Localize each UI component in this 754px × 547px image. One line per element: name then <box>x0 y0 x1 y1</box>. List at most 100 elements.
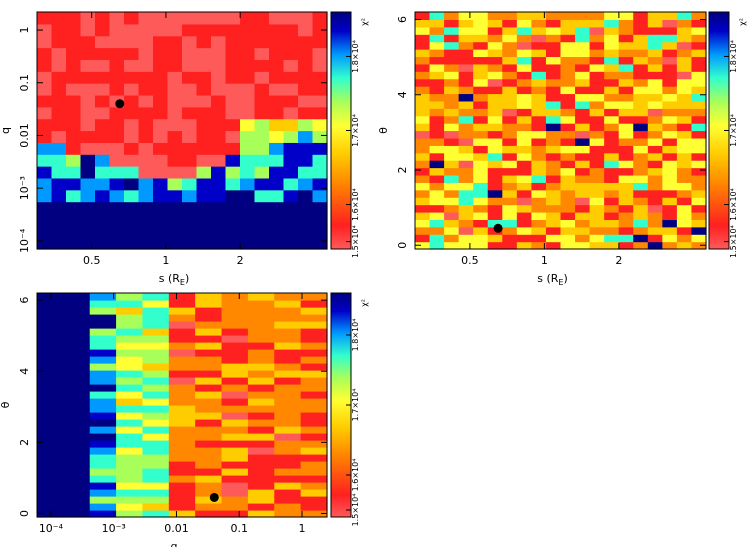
heatmap-cell <box>138 166 154 179</box>
heatmap-cell <box>429 56 445 65</box>
heatmap-cell <box>560 49 576 58</box>
heatmap-cell <box>168 300 196 308</box>
heatmap-cell <box>37 201 53 215</box>
heatmap-cell <box>618 93 634 102</box>
heatmap-cell <box>473 234 489 243</box>
heatmap-cell <box>458 108 474 117</box>
heatmap-cell <box>545 19 562 28</box>
heatmap-cell <box>80 201 96 215</box>
heatmap-cell <box>575 137 591 146</box>
heatmap-cell <box>300 468 328 476</box>
heatmap-cell <box>168 356 196 364</box>
heatmap-cell <box>589 234 605 243</box>
heatmap-cell <box>298 35 314 49</box>
heatmap-cell <box>240 23 256 37</box>
plot-frame <box>36 11 328 250</box>
heatmap-cell <box>473 219 489 228</box>
heatmap-cell <box>662 145 678 154</box>
heatmap-cell <box>63 363 91 371</box>
heatmap-cell <box>153 213 169 226</box>
heatmap-cell <box>63 475 91 483</box>
heatmap-cell <box>138 189 154 203</box>
heatmap-cell <box>274 510 302 518</box>
heatmap-cell <box>516 34 532 43</box>
heatmap-cell <box>274 454 302 462</box>
x-axis-label-close: ) <box>563 272 567 285</box>
heatmap-cell <box>195 496 223 504</box>
heatmap-cell <box>415 226 431 235</box>
heatmap-cell <box>545 34 562 43</box>
heatmap-cell <box>531 41 547 50</box>
heatmap-cell <box>254 47 270 60</box>
heatmap-cell <box>618 234 634 243</box>
heatmap-cell <box>312 177 328 191</box>
heatmap-cell <box>247 475 275 483</box>
heatmap-cell <box>560 34 576 43</box>
heatmap-cell <box>604 26 620 35</box>
heatmap-cell <box>269 142 285 155</box>
heatmap-cell <box>124 47 140 60</box>
heatmap-cell <box>167 23 183 37</box>
heatmap-cell <box>575 26 591 35</box>
heatmap-cell <box>124 106 140 120</box>
heatmap-cell <box>283 237 299 250</box>
heatmap-cell <box>487 152 503 161</box>
heatmap-cell <box>502 86 518 95</box>
heatmap-cell <box>531 71 547 80</box>
heatmap-cell <box>182 118 198 132</box>
heatmap-cell <box>37 130 53 143</box>
heatmap-cell <box>247 433 275 441</box>
heatmap-cell <box>458 41 474 50</box>
colorbar-tick-label: 1.6×10⁴ <box>729 188 738 221</box>
heatmap-cell <box>618 41 634 50</box>
heatmap-cell <box>589 219 605 228</box>
heatmap-cell <box>415 100 431 109</box>
heatmap-cell <box>633 49 649 58</box>
heatmap-cell <box>211 225 227 238</box>
heatmap-cell <box>429 41 445 50</box>
heatmap-cell <box>444 137 460 146</box>
heatmap-cell <box>545 93 562 102</box>
heatmap-cell <box>691 63 707 72</box>
heatmap-cell <box>225 35 241 49</box>
heatmap-cell <box>676 100 693 109</box>
heatmap-cell <box>182 213 198 226</box>
heatmap-cell <box>89 496 117 504</box>
heatmap-cell <box>247 489 275 497</box>
heatmap-cell <box>182 59 198 72</box>
heatmap-cell <box>167 118 183 132</box>
heatmap-cell <box>80 166 96 179</box>
heatmap-cell <box>168 447 196 455</box>
heatmap-cell <box>300 419 328 427</box>
heatmap-cell <box>298 94 314 108</box>
x-tick-label: 1 <box>162 254 169 267</box>
heatmap-cell <box>444 234 460 243</box>
heatmap-cell <box>676 137 693 146</box>
heatmap-cell <box>196 59 212 72</box>
heatmap-cell <box>116 349 144 357</box>
heatmap-cell <box>647 174 663 183</box>
heatmap-cell <box>502 174 518 183</box>
x-axis-label-close: ) <box>185 272 189 285</box>
heatmap-cell <box>283 225 299 238</box>
heatmap-cell <box>142 370 170 378</box>
heatmap-cell <box>647 167 663 176</box>
heatmap-cell <box>633 130 649 139</box>
heatmap-cell <box>95 166 111 179</box>
heatmap-cell <box>274 335 302 343</box>
heatmap-cell <box>168 391 196 399</box>
heatmap-cell <box>211 130 227 143</box>
heatmap-cell <box>51 237 67 250</box>
heatmap-cell <box>662 211 678 220</box>
heatmap-cell <box>487 71 503 80</box>
heatmap-cell <box>516 123 532 132</box>
heatmap-cell <box>618 12 634 21</box>
heatmap-cell <box>80 237 96 250</box>
heatmap-cell <box>196 225 212 238</box>
heatmap-cell <box>662 137 678 146</box>
heatmap-cell <box>444 108 460 117</box>
heatmap-cell <box>676 189 693 198</box>
heatmap-cell <box>676 145 693 154</box>
heatmap-cell <box>167 225 183 238</box>
heatmap-cell <box>300 412 328 420</box>
